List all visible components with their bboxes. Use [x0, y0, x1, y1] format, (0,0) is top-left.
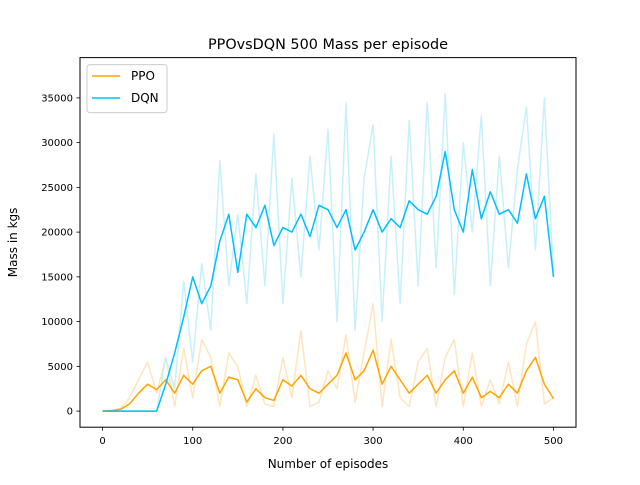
series-line-ppo — [102, 349, 555, 412]
legend-label-ppo: PPO — [131, 69, 155, 83]
x-tick-label: 300 — [364, 436, 383, 447]
y-tick-label: 5000 — [48, 362, 73, 373]
y-tick-label: 0 — [67, 407, 73, 418]
y-tick-label: 35000 — [41, 93, 73, 104]
x-axis-label: Number of episodes — [268, 457, 389, 471]
y-axis-label: Mass in kgs — [6, 208, 20, 278]
y-tick-label: 25000 — [41, 183, 73, 194]
chart-title: PPOvsDQN 500 Mass per episode — [208, 37, 448, 53]
legend-label-dqn: DQN — [131, 91, 159, 105]
legend-box — [86, 64, 168, 114]
series-raw-dqn — [102, 92, 555, 412]
x-tick-label: 0 — [99, 436, 105, 447]
x-tick-label: 400 — [454, 436, 473, 447]
x-tick-label: 200 — [273, 436, 292, 447]
x-tick-label: 100 — [183, 436, 202, 447]
y-tick-label: 10000 — [41, 317, 73, 328]
y-tick-label: 15000 — [41, 272, 73, 283]
legend: PPO DQN — [86, 64, 168, 114]
series-layer — [102, 92, 555, 412]
y-axis: 0 5000 10000 15000 20000 25000 30000 35000 — [41, 93, 80, 418]
x-axis: 0 100 200 300 400 500 — [99, 427, 563, 447]
x-tick-label: 500 — [544, 436, 563, 447]
y-tick-label: 20000 — [41, 228, 73, 239]
plot-frame — [79, 57, 577, 428]
series-line-dqn — [102, 150, 555, 412]
y-tick-label: 30000 — [41, 138, 73, 149]
